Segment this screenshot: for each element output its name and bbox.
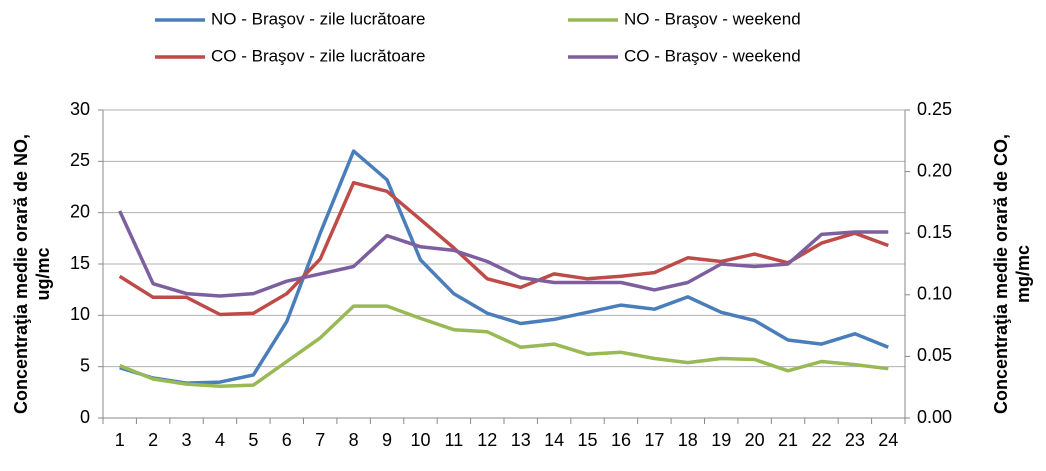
y-tick-label: 20	[70, 201, 90, 221]
y2-axis-title: Concentraţia medie orară de CO, mg/mc	[991, 134, 1033, 414]
x-tick-label: 1	[115, 430, 125, 450]
y-tick-label: 30	[70, 99, 90, 119]
legend-label: NO - Braşov - weekend	[624, 9, 801, 28]
x-tick-label: 2	[148, 430, 158, 450]
y-tick-label: 10	[70, 304, 90, 324]
x-tick-label: 3	[182, 430, 192, 450]
x-tick-label: 20	[745, 430, 765, 450]
x-tick-label: 19	[711, 430, 731, 450]
x-tick-label: 14	[544, 430, 564, 450]
y-axis-title-line: Concentraţia medie orară de NO,	[11, 134, 31, 414]
x-tick-label: 10	[410, 430, 430, 450]
y-axis-title-line: ug/mc	[33, 247, 53, 300]
y-axis-title: Concentraţia medie orară de NO, ug/mc	[11, 134, 53, 414]
y2-tick-label: 0.20	[917, 160, 952, 180]
legend-label: CO - Braşov - weekend	[624, 46, 801, 65]
y2-tick-label: 0.00	[917, 407, 952, 427]
y2-axis-title-line: Concentraţia medie orară de CO,	[991, 134, 1011, 414]
legend-label: CO - Braşov - zile lucrătoare	[211, 46, 425, 65]
y2-tick-label: 0.05	[917, 345, 952, 365]
x-tick-label: 4	[215, 430, 225, 450]
series-line	[118, 180, 889, 317]
legend-label: NO - Braşov - zile lucrătoare	[211, 9, 425, 28]
series-line	[118, 210, 889, 298]
y2-axis-title-line: mg/mc	[1013, 245, 1033, 303]
y-tick-label: 15	[70, 253, 90, 273]
y-tick-label: 5	[80, 355, 90, 375]
series-line	[119, 149, 889, 385]
y2-tick-label: 0.15	[917, 222, 952, 242]
x-tick-label: 16	[611, 430, 631, 450]
x-tick-label: 13	[511, 430, 531, 450]
y-tick-label: 0	[80, 407, 90, 427]
y2-tick-label: 0.10	[917, 284, 952, 304]
x-tick-label: 12	[477, 430, 497, 450]
x-tick-label: 5	[248, 430, 258, 450]
x-tick-label: 15	[578, 430, 598, 450]
x-tick-label: 22	[811, 430, 831, 450]
x-tick-label: 21	[778, 430, 798, 450]
x-tick-label: 7	[315, 430, 325, 450]
x-tick-label: 11	[445, 430, 464, 450]
x-tick-label: 8	[349, 430, 359, 450]
x-tick-label: 6	[282, 430, 292, 450]
x-tick-label: 18	[678, 430, 698, 450]
x-tick-label: 9	[382, 430, 392, 450]
series-line	[119, 304, 889, 388]
x-tick-label: 24	[878, 430, 898, 450]
y2-tick-label: 0.25	[917, 99, 952, 119]
x-tick-label: 23	[845, 430, 865, 450]
y-tick-label: 25	[70, 150, 90, 170]
x-tick-label: 17	[644, 430, 664, 450]
